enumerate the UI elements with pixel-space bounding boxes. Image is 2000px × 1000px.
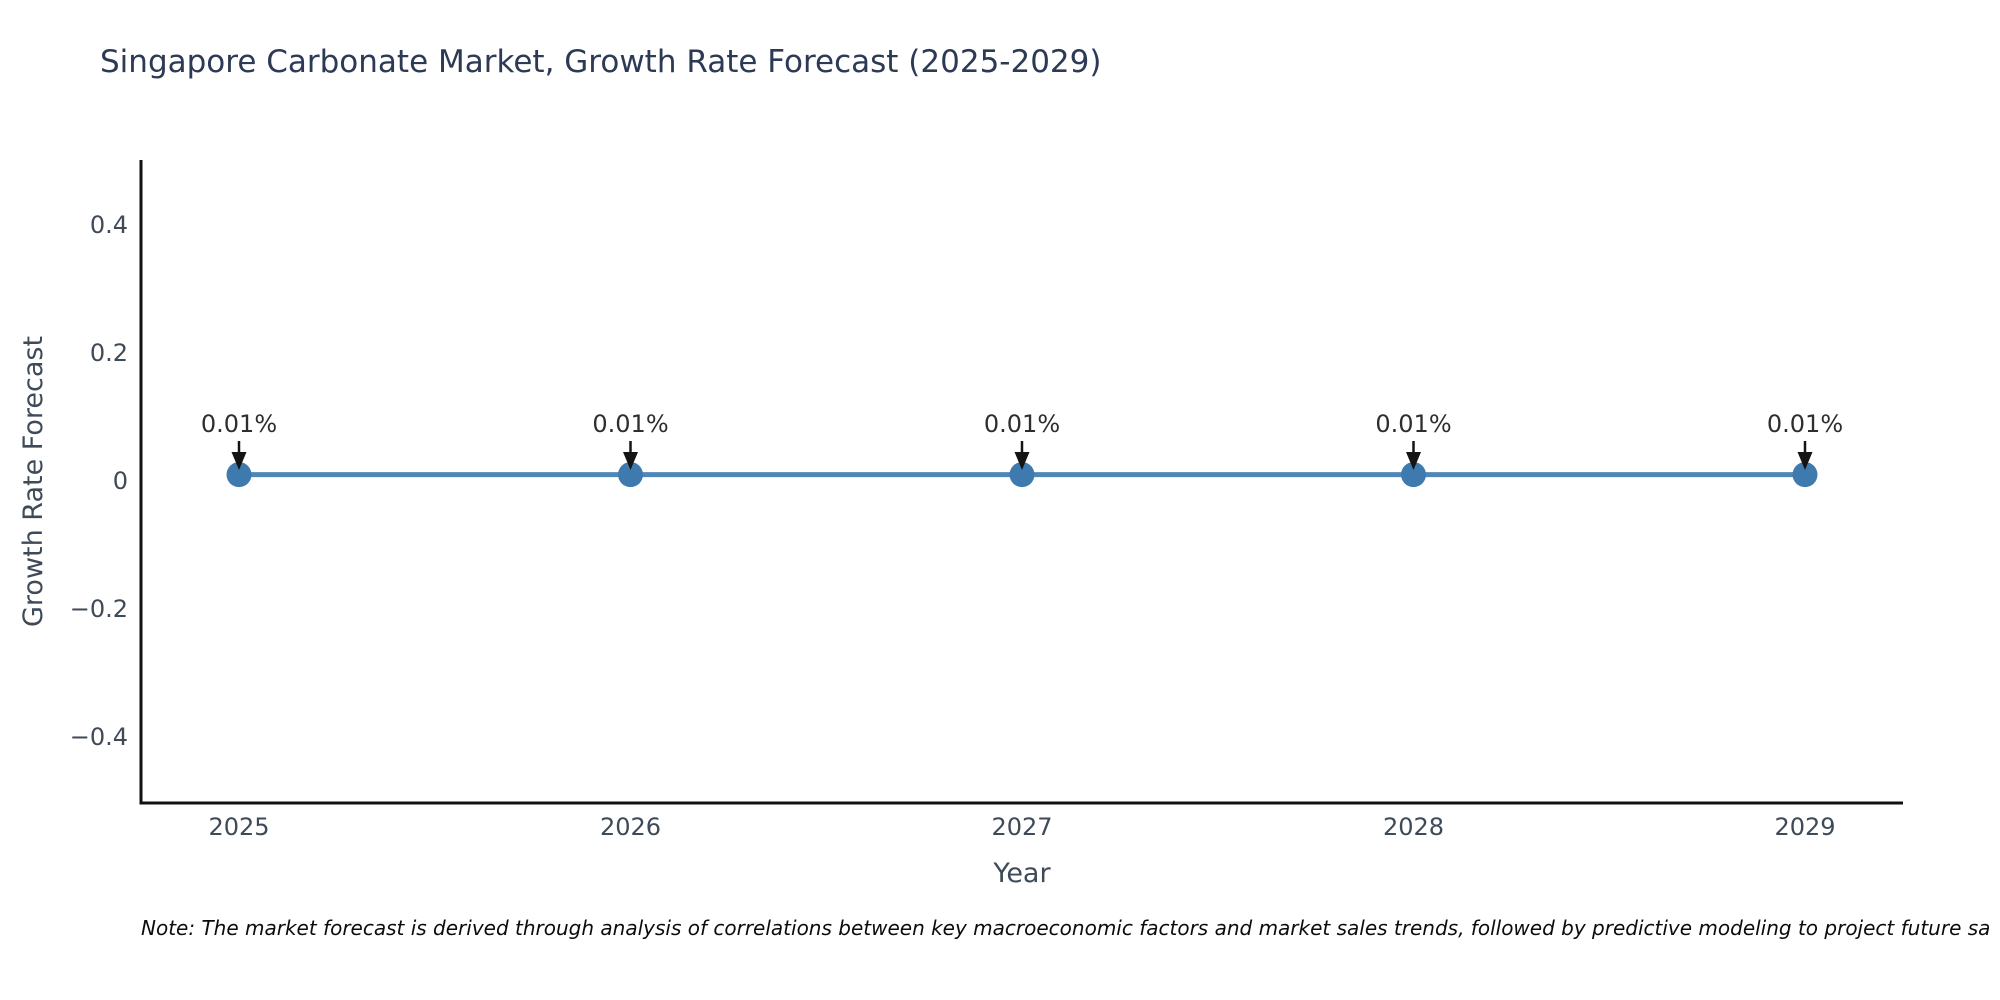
y-tick-label: −0.4 (70, 723, 128, 751)
data-point-marker (1792, 462, 1818, 488)
data-point-marker (1009, 462, 1035, 488)
annotation-label: 0.01% (984, 410, 1060, 438)
annotation-arrowhead (231, 452, 247, 470)
y-tick-label: −0.2 (70, 595, 128, 623)
data-point-marker (226, 462, 252, 488)
annotation-arrowhead (623, 452, 638, 470)
y-tick-label: 0.4 (90, 211, 128, 239)
data-point-marker (1401, 462, 1426, 488)
annotation-label: 0.01% (592, 410, 668, 438)
annotation-label: 0.01% (1375, 410, 1451, 438)
data-point-marker (618, 462, 643, 488)
footnote: Note: The market forecast is derived thr… (141, 916, 1991, 940)
y-tick-label: 0.2 (90, 339, 128, 367)
x-tick-label: 2029 (1774, 813, 1835, 841)
annotation-label: 0.01% (1767, 410, 1843, 438)
y-tick-label: 0 (113, 467, 128, 495)
x-tick-label: 2027 (991, 813, 1052, 841)
annotation-arrowhead (1014, 452, 1030, 470)
chart-title: Singapore Carbonate Market, Growth Rate … (100, 44, 1102, 80)
annotation-label: 0.01% (201, 410, 277, 438)
annotation-arrowhead (1797, 452, 1813, 470)
x-tick-label: 2026 (600, 813, 661, 841)
x-tick-label: 2025 (208, 813, 269, 841)
annotation-arrowhead (1406, 452, 1421, 470)
x-tick-label: 2028 (1383, 813, 1444, 841)
x-axis-title: Year (993, 858, 1051, 889)
